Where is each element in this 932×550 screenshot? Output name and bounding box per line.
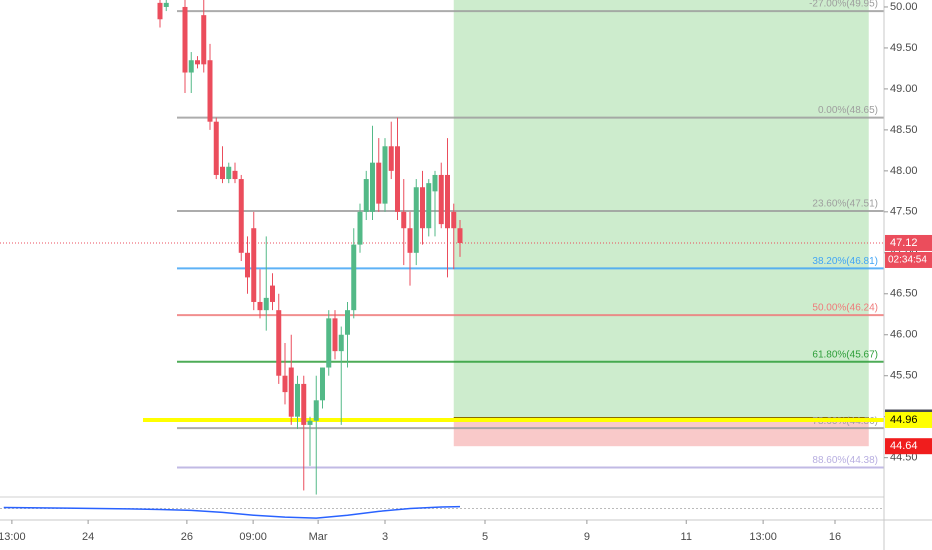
candle-body	[438, 174, 444, 225]
price-marker	[885, 411, 932, 428]
y-tick-label: 47.50	[890, 206, 918, 218]
candle-body	[382, 146, 388, 204]
price-marker-label: 47.12	[890, 237, 918, 249]
x-tick-label: 3	[382, 531, 388, 543]
y-tick-label: 46.50	[890, 288, 918, 300]
countdown-box	[885, 251, 932, 268]
indicator-line	[3, 505, 461, 519]
y-tick-label: 49.00	[890, 83, 918, 95]
candle-body	[432, 174, 438, 192]
candle-body	[388, 146, 394, 171]
fib-label: 38.20%(46.81)	[812, 256, 878, 267]
candle-body	[207, 60, 213, 122]
candle-body	[457, 228, 463, 243]
profit-zone	[453, 0, 869, 418]
candle-body	[238, 179, 244, 253]
candle-body	[232, 170, 238, 180]
x-tick-label: 16	[829, 531, 841, 543]
candle-body	[163, 2, 169, 7]
candle-body	[338, 334, 344, 352]
fib-label: -27.00%(49.95)	[809, 0, 878, 10]
x-tick-label: 09:00	[239, 531, 267, 543]
candle-body	[357, 211, 363, 245]
x-tick-label: 5	[482, 531, 488, 543]
candle-body	[288, 367, 294, 417]
fib-label: 61.80%(45.67)	[812, 349, 878, 360]
candle-body	[213, 121, 219, 175]
y-tick-label: 49.50	[890, 42, 918, 54]
candle-body	[195, 60, 200, 65]
y-tick-label: 45.50	[890, 370, 918, 382]
candle-body	[188, 60, 194, 73]
candle-body	[313, 400, 319, 421]
fib-label: 23.60%(47.51)	[812, 199, 878, 210]
candle-body	[282, 375, 288, 393]
x-tick-label: 9	[584, 531, 590, 543]
candle-body	[251, 228, 257, 302]
price-marker	[885, 234, 932, 251]
price-marker-label: 44.96	[890, 414, 918, 426]
candle-body	[401, 211, 407, 229]
y-tick-label: 50.00	[890, 1, 918, 13]
x-tick-label: 26	[181, 531, 193, 543]
x-tick-label: 13:00	[749, 531, 777, 543]
candle-body	[257, 301, 263, 311]
candle-body	[332, 318, 338, 352]
x-tick-label: 13:00	[0, 531, 26, 543]
candle-body	[420, 187, 425, 229]
candle-body	[307, 420, 313, 425]
candle-body	[276, 310, 282, 376]
candle-body	[245, 252, 250, 278]
candle-body	[201, 15, 207, 65]
candle-body	[407, 228, 413, 253]
y-tick-label: 46.00	[890, 329, 918, 341]
countdown: 02:34:54	[888, 255, 927, 266]
candle-body	[326, 318, 332, 368]
candle-body	[157, 2, 163, 20]
candle-body	[182, 6, 188, 73]
candle-body	[263, 297, 269, 311]
fib-label: 0.00%(48.65)	[818, 105, 878, 116]
candle-body	[395, 146, 400, 212]
y-tick-label: 48.00	[890, 165, 918, 177]
x-tick-label: 11	[681, 531, 692, 543]
candle-body	[351, 244, 357, 311]
candle-body	[220, 166, 225, 180]
candle-body	[370, 162, 375, 212]
fib-label: 50.00%(46.24)	[812, 303, 878, 314]
candle-body	[295, 383, 300, 417]
candle-body	[345, 310, 350, 335]
candle-body	[451, 211, 457, 229]
candle-body	[445, 174, 450, 229]
x-tick-label: Mar	[309, 531, 328, 543]
candle-body	[413, 187, 419, 253]
candle-body	[320, 367, 325, 401]
candle-body	[363, 179, 369, 212]
candle-body	[301, 383, 307, 425]
candle-body	[270, 285, 275, 302]
candle-body	[226, 166, 232, 180]
loss-zone	[453, 417, 869, 447]
candle-body	[426, 183, 432, 229]
x-tick-label: 24	[82, 531, 94, 543]
y-tick-label: 44.50	[890, 452, 918, 464]
y-tick-label: 48.50	[890, 124, 918, 136]
candle-body	[376, 162, 382, 204]
price-marker	[885, 438, 932, 455]
fib-label: 88.60%(44.38)	[812, 455, 878, 466]
price-marker-label: 44.64	[890, 440, 918, 452]
